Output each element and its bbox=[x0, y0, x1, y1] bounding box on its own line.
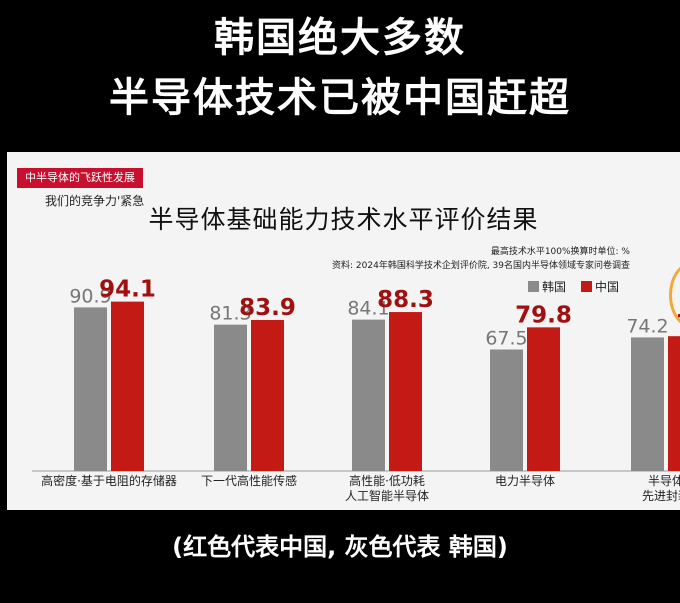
bar-china-3 bbox=[527, 327, 560, 471]
category-label-4-line2: 先进封装 bbox=[642, 489, 680, 503]
bar-korea-1 bbox=[214, 324, 247, 471]
bar-china-1 bbox=[251, 319, 284, 471]
chart-title: 半导体基础能力技术水平评价结果 bbox=[148, 205, 539, 234]
data-label-china-3: 79.8 bbox=[515, 302, 572, 328]
chart-panel: 中半导体的飞跃性发展 我们的竞争力'紧急 半导体基础能力技术水平评价结果 最高技… bbox=[7, 152, 680, 510]
category-label-1: 下一代高性能传感 bbox=[201, 473, 297, 488]
unit-note: 最高技术水平100%换算时单位: % bbox=[490, 247, 630, 257]
data-label-china-2: 88.3 bbox=[377, 287, 434, 313]
bar-korea-2 bbox=[352, 319, 385, 471]
bar-korea-3 bbox=[490, 349, 523, 471]
section-tag: 中半导体的飞跃性发展 bbox=[17, 168, 143, 188]
legend-swatch-korea bbox=[528, 281, 539, 292]
data-label-korea-4: 74.2 bbox=[626, 315, 668, 337]
headline-line-2: 半导体技术已被中国赶超 bbox=[109, 75, 571, 121]
bar-korea-0 bbox=[74, 307, 107, 471]
bar-china-4 bbox=[668, 336, 680, 471]
legend-label-china: 中国 bbox=[595, 280, 620, 294]
data-label-korea-3: 67.5 bbox=[485, 328, 527, 350]
category-label-4: 半导体 bbox=[648, 474, 680, 488]
data-label-china-4: 7 bbox=[676, 311, 680, 337]
bar-china-2 bbox=[389, 312, 422, 471]
legend-item-china: 中国 bbox=[581, 278, 619, 295]
data-label-korea-0: 90.9 bbox=[69, 285, 111, 307]
category-label-2-line2: 人工智能半导体 bbox=[345, 488, 429, 503]
data-label-korea-2: 84.1 bbox=[347, 298, 389, 320]
legend-swatch-china bbox=[581, 281, 592, 292]
headline-line-1: 韩国绝大多数 bbox=[214, 15, 466, 61]
legend-label-korea: 韩国 bbox=[542, 280, 567, 294]
category-label-2: 高性能·低功耗 bbox=[349, 473, 425, 488]
data-label-china-1: 83.9 bbox=[239, 295, 296, 321]
bar-chart: 90.994.1 高密度·基于电阻的存储器 81.383.9 下一代高性能传感 84.1… bbox=[32, 277, 680, 503]
category-label-0: 高密度·基于电阻的存储器 bbox=[41, 473, 177, 488]
bar-korea-4 bbox=[631, 337, 664, 471]
category-label-3: 电力半导体 bbox=[495, 474, 555, 488]
bar-china-0 bbox=[111, 301, 144, 471]
section-subtitle: 我们的竞争力'紧急 bbox=[45, 194, 145, 208]
source-note: 资料: 2024年韩国科学技术企划评价院, 39名国内半导体领域专家问卷调查 bbox=[332, 261, 630, 271]
caption: (红色代表中国, 灰色代表 韩国) bbox=[172, 533, 508, 561]
data-label-korea-1: 81.3 bbox=[209, 303, 251, 325]
legend-item-korea: 韩国 bbox=[528, 278, 566, 295]
data-label-china-0: 94.1 bbox=[99, 277, 156, 303]
